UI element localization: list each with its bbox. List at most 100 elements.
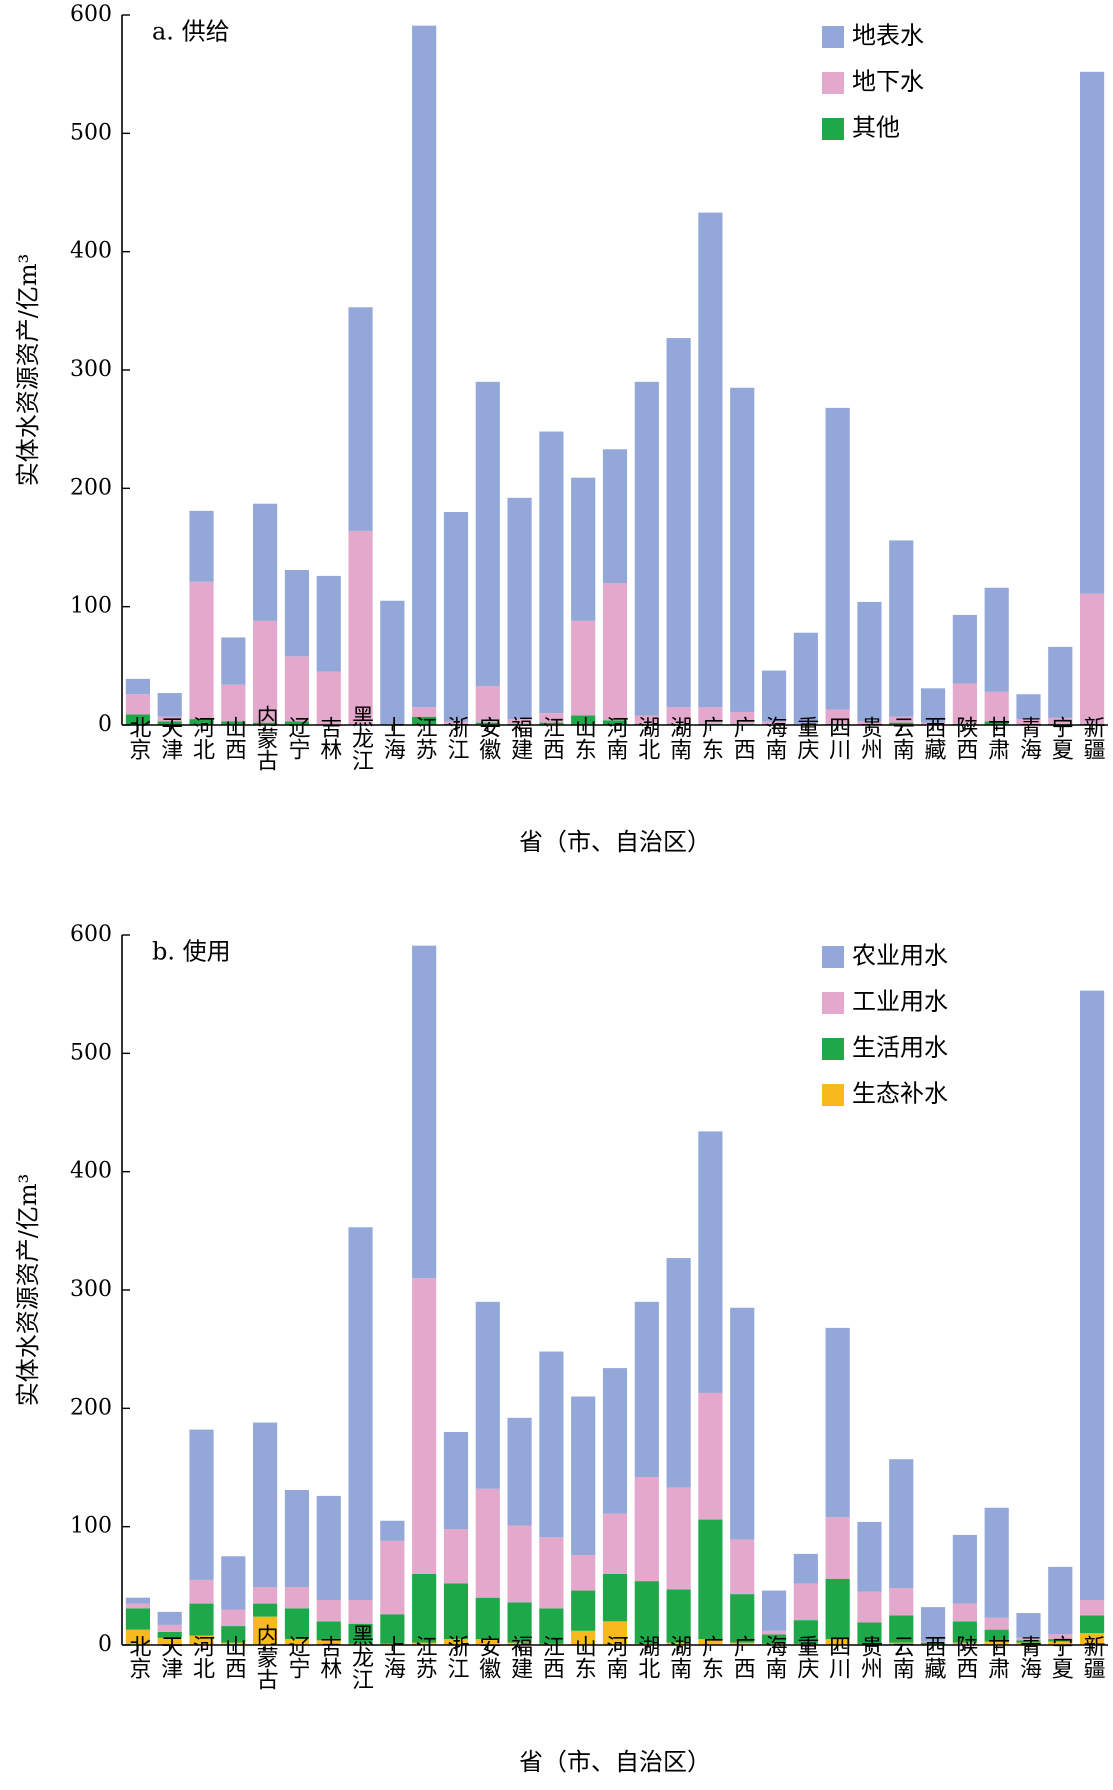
bar-segment: [634, 381, 659, 716]
bar-segment: [157, 716, 182, 722]
y-tick-label: 200: [70, 475, 112, 500]
bars-group: [125, 25, 1105, 725]
bar-segment: [825, 1517, 850, 1579]
legend-swatch: [822, 72, 844, 94]
x-tick-label: 新疆: [1080, 1635, 1106, 1679]
bar-segment: [571, 715, 596, 725]
bar-segment: [602, 1574, 628, 1622]
bar-segment: [125, 1608, 150, 1630]
bar-segment: [316, 1621, 341, 1641]
chart-panel-2: 0100200300400500600北京 天津 河北 山西 内蒙古 辽宁 吉林 黑龙江 上海江…: [14, 922, 1108, 1776]
bar-segment: [666, 707, 691, 724]
bar-segment: [125, 694, 150, 715]
bar-segment: [825, 1578, 850, 1640]
panel-title: a. 供给: [152, 18, 230, 46]
bar-segment: [825, 709, 850, 724]
legend-label: 其他: [852, 114, 900, 142]
bar-segment: [348, 1623, 373, 1644]
x-tick-label: 重庆: [793, 716, 819, 760]
bar-segment: [920, 722, 946, 725]
y-tick-label: 0: [98, 1632, 112, 1657]
bar-segment: [761, 670, 787, 722]
bar-segment: [380, 1520, 405, 1541]
bar-segment: [380, 1540, 405, 1615]
bar-segment: [1080, 71, 1105, 594]
bar-segment: [857, 1521, 882, 1592]
y-axis-title: 实体水资源资产/亿m³: [14, 1174, 42, 1406]
y-tick-label: 600: [70, 2, 112, 27]
x-tick-label: 西藏: [921, 716, 947, 760]
bar-segment: [348, 307, 373, 531]
bar-segment: [380, 600, 405, 725]
bar-segment: [253, 1616, 278, 1645]
bar-segment: [412, 1574, 437, 1643]
bar-segment: [984, 1629, 1009, 1642]
bar-segment: [730, 1539, 755, 1595]
bar-segment: [253, 1587, 278, 1604]
bar-segment: [284, 1639, 310, 1645]
x-tick-label: 山东: [571, 716, 596, 760]
bar-segment: [316, 671, 341, 725]
x-tick-label: 湖北: [634, 1635, 660, 1679]
bar-segment: [316, 1600, 341, 1622]
bar-segment: [189, 1579, 214, 1604]
bar-segment: [666, 1642, 691, 1645]
x-tick-label: 吉林: [316, 716, 342, 760]
bar-segment: [571, 1630, 596, 1645]
x-tick-label: 福建: [507, 716, 533, 760]
bar-segment: [1080, 1600, 1105, 1616]
bar-segment: [189, 719, 214, 725]
x-tick-label: 湖南: [666, 1635, 692, 1679]
bar-segment: [634, 1476, 659, 1582]
bar-segment: [730, 1594, 755, 1643]
x-tick-label: 青海: [1016, 716, 1042, 760]
bar-segment: [571, 1590, 596, 1631]
bar-segment: [889, 1459, 914, 1589]
bar-segment: [952, 1534, 977, 1604]
x-tick-label: 宁夏: [1048, 1635, 1074, 1679]
bar-segment: [602, 720, 628, 725]
bar-segment: [857, 1622, 882, 1644]
bar-segment: [1016, 694, 1041, 720]
bar-segment: [1016, 1637, 1041, 1641]
bar-segment: [857, 721, 882, 725]
bar-segment: [380, 1614, 405, 1644]
bar-segment: [761, 1634, 787, 1644]
bar-segment: [571, 1396, 596, 1556]
legend-swatch: [822, 1084, 844, 1106]
x-tick-label: 北京: [125, 1635, 151, 1679]
x-axis-title: 省（市、自治区）: [519, 1748, 711, 1776]
bar-segment: [443, 1639, 469, 1645]
bar-segment: [348, 1227, 373, 1601]
x-tick-label: 黑龙江: [348, 1624, 374, 1690]
y-tick-label: 300: [70, 1277, 112, 1302]
bar-segment: [698, 1519, 723, 1640]
x-tick-label: 山东: [571, 1635, 596, 1679]
bar-segment: [1048, 1641, 1073, 1645]
bar-segment: [634, 1301, 659, 1477]
bar-segment: [284, 721, 310, 725]
bar-segment: [920, 688, 946, 723]
x-tick-label: 云南: [889, 716, 914, 760]
bar-segment: [571, 620, 596, 716]
bar-segment: [443, 1583, 469, 1640]
bar-segment: [889, 1642, 914, 1645]
x-tick-label: 山西: [221, 1635, 246, 1679]
bar-segment: [539, 1351, 564, 1538]
x-tick-label: 广东: [698, 716, 724, 760]
legend-swatch: [822, 946, 844, 968]
bar-segment: [1048, 1634, 1073, 1640]
bar-segment: [730, 1307, 755, 1540]
x-tick-label: 广西: [730, 1635, 756, 1679]
legend-label: 生活用水: [852, 1034, 948, 1062]
legend-label: 工业用水: [852, 988, 948, 1016]
bar-segment: [920, 1607, 946, 1642]
bar-segment: [952, 683, 977, 724]
bar-segment: [443, 1529, 469, 1584]
bar-segment: [602, 1368, 628, 1514]
bar-segment: [253, 1603, 278, 1617]
bar-segment: [984, 1641, 1009, 1645]
bar-segment: [952, 1642, 977, 1645]
bar-segment: [1048, 717, 1073, 724]
